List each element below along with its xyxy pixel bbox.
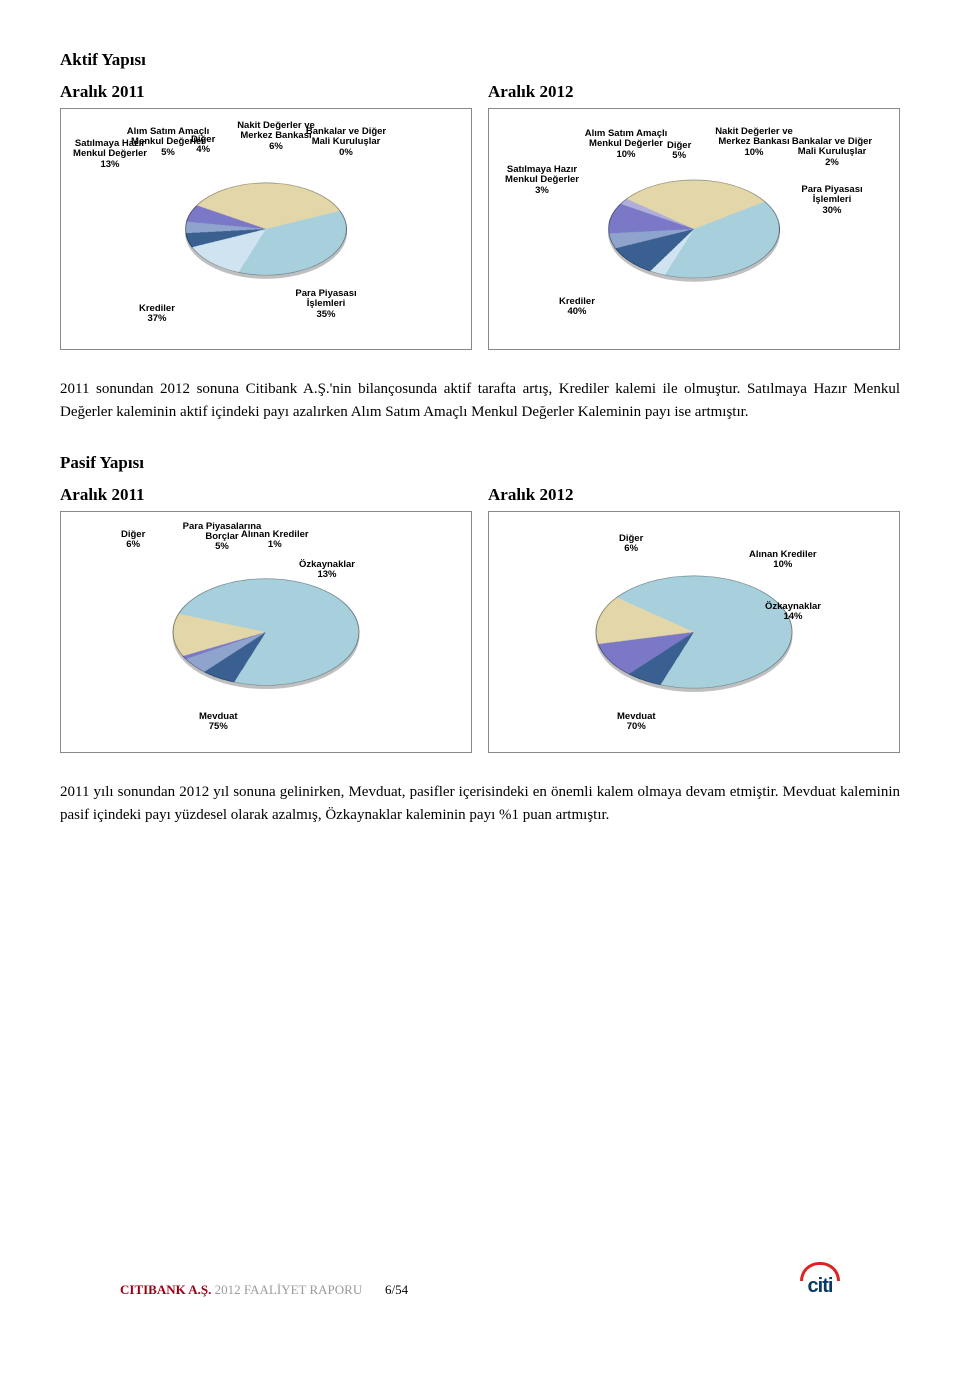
pie-slice-label: Para Piyasası İşlemleri35% <box>281 289 371 320</box>
pie-slice-label: Alım Satım Amaçlı Menkul Değerler10% <box>581 129 671 160</box>
aktif-paragraph: 2011 sonundan 2012 sonuna Citibank A.Ş.'… <box>60 378 900 425</box>
pie-slice-label: Para Piyasası İşlemleri30% <box>787 185 877 216</box>
page-footer: CITIBANK A.Ş. 2012 FAALİYET RAPORU 6/54 … <box>120 1262 840 1298</box>
footer-text: CITIBANK A.Ş. 2012 FAALİYET RAPORU 6/54 <box>120 1282 408 1298</box>
pie-slice-label: Satılmaya Hazır Menkul Değerler3% <box>497 165 587 196</box>
pie-slice-label: Özkaynaklar14% <box>765 602 821 623</box>
citi-logo-text: citi <box>808 1275 833 1298</box>
aktif-header-2012: Aralık 2012 <box>488 82 900 102</box>
pie-slice-label: Mevduat70% <box>617 712 656 733</box>
pie-slice-label: Mevduat75% <box>199 712 238 733</box>
pie-slice-label: Alınan Krediler1% <box>241 530 309 551</box>
pie-slice-label: Diğer4% <box>191 135 215 156</box>
pie-slice-label: Krediler37% <box>139 304 175 325</box>
aktif-chart-2011: Satılmaya Hazır Menkul Değerler13%Alım S… <box>60 108 472 350</box>
pie-slice-label: Krediler40% <box>559 297 595 318</box>
pie-slice-label: Nakit Değerler ve Merkez Bankası10% <box>709 127 799 158</box>
pasif-title: Pasif Yapısı <box>60 453 900 473</box>
pie-slice-label: Bankalar ve Diğer Mali Kuruluşlar2% <box>787 137 877 168</box>
aktif-title: Aktif Yapısı <box>60 50 900 70</box>
footer-page: 6/54 <box>385 1282 408 1297</box>
aktif-header-2011: Aralık 2011 <box>60 82 472 102</box>
pie-slice-label: Alınan Krediler10% <box>749 550 817 571</box>
pasif-chart-2011: Diğer6%Para Piyasalarına Borçlar5%Alınan… <box>60 511 472 753</box>
pie-slice-label: Diğer6% <box>121 530 145 551</box>
pie-slice-label: Bankalar ve Diğer Mali Kuruluşlar0% <box>301 127 391 158</box>
footer-report: 2012 FAALİYET RAPORU <box>211 1282 362 1297</box>
pie-slice-label: Diğer5% <box>667 141 691 162</box>
pasif-header-2011: Aralık 2011 <box>60 485 472 505</box>
citi-logo-icon: citi <box>800 1262 840 1298</box>
footer-brand: CITIBANK A.Ş. <box>120 1282 211 1297</box>
pie-slice-label: Diğer6% <box>619 534 643 555</box>
pie-slice-label: Özkaynaklar13% <box>299 560 355 581</box>
pasif-paragraph: 2011 yılı sonundan 2012 yıl sonuna gelin… <box>60 781 900 828</box>
pasif-chart-2012: Diğer6% Alınan Krediler10% Özkaynaklar14% M… <box>488 511 900 753</box>
aktif-chart-2012: Satılmaya Hazır Menkul Değerler3% Alım Sa… <box>488 108 900 350</box>
pasif-header-2012: Aralık 2012 <box>488 485 900 505</box>
